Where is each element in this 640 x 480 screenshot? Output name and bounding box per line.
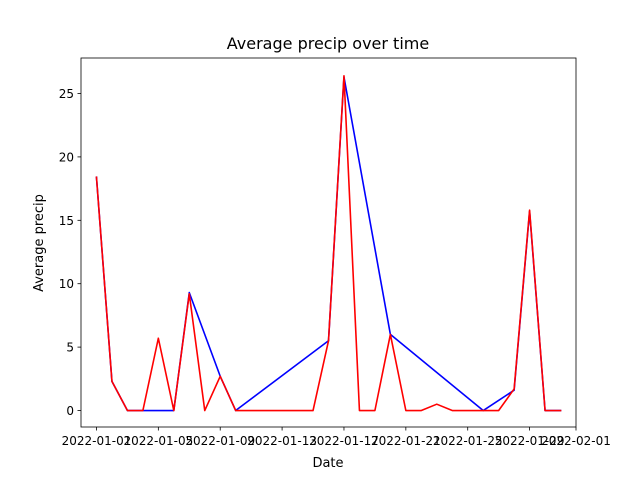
y-tick-label: 0: [66, 404, 74, 418]
x-tick-label: 2022-01-29: [495, 434, 565, 448]
x-tick-label: 2022-01-21: [371, 434, 441, 448]
x-tick-label: 2022-01-01: [62, 434, 132, 448]
y-axis-label: Average precip: [32, 194, 47, 292]
y-tick-label: 20: [59, 150, 74, 164]
x-axis-label: Date: [312, 456, 343, 471]
series-line-2: [95, 74, 562, 412]
plot-area: [95, 74, 562, 412]
y-tick-label: 25: [59, 87, 74, 101]
y-tick-label: 10: [59, 277, 74, 291]
x-tick-label: 2022-01-25: [433, 434, 503, 448]
x-tick-label: 2022-01-05: [123, 434, 193, 448]
x-tick-label: 2022-02-01: [541, 434, 611, 448]
y-tick-label: 5: [66, 341, 74, 355]
axes: 2022-01-012022-01-052022-01-092022-01-13…: [59, 57, 611, 448]
x-tick-label: 2022-01-13: [247, 434, 317, 448]
y-tick-label: 15: [59, 214, 74, 228]
x-tick-label: 2022-01-09: [185, 434, 255, 448]
plot-frame: [80, 57, 577, 428]
chart-title: Average precip over time: [227, 34, 429, 53]
x-tick-label: 2022-01-17: [309, 434, 379, 448]
